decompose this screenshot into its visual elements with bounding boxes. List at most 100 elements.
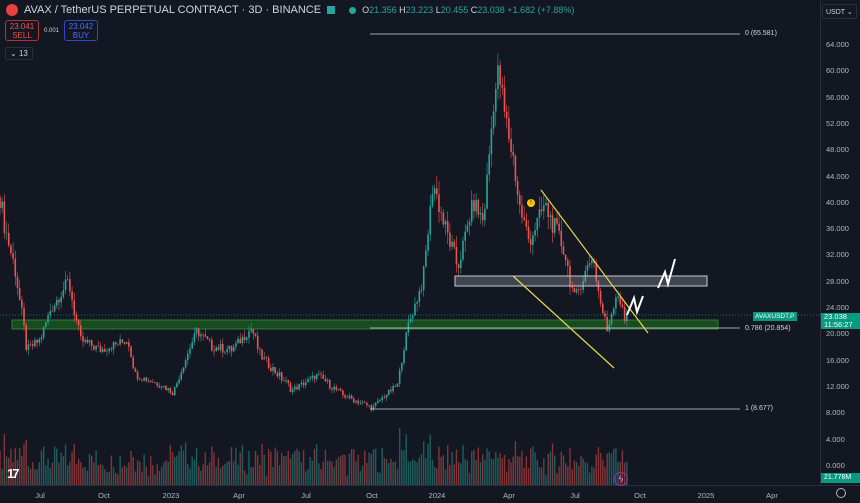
volume-bar [104,469,106,485]
candle [171,392,174,396]
volume-bar [75,464,78,485]
price-tick: 60.000 [826,66,849,76]
volume-bar [420,454,423,485]
settings-gear-icon[interactable] [836,488,846,498]
volume-bar [106,472,108,485]
spread: 0.001 [44,27,60,34]
candle [112,342,115,350]
candle [591,260,593,264]
candle [363,402,366,404]
price-tick: 16.000 [826,355,849,365]
resistance-zone[interactable] [454,275,708,287]
volume-bar [3,434,6,485]
wedge-lower-trendline[interactable] [512,275,615,369]
volume-bar [32,462,34,485]
indicators-toggle[interactable]: ⌄ 13 [5,47,33,60]
candle [335,386,338,390]
tradingview-logo[interactable]: 17 [7,466,20,481]
price-tick: 52.000 [826,118,849,128]
candle [224,351,226,353]
volume-bar [523,467,525,485]
time-tick: Apr [766,491,778,500]
candle [117,343,119,345]
volume-bar [64,444,67,485]
projection-squiggle-1[interactable] [626,294,644,316]
volume-bar [475,460,477,485]
volume-bar [613,448,615,485]
volume-bar [217,457,220,485]
volume-bar [115,472,117,485]
price-tick: 0.000 [826,460,845,470]
volume-bar [252,467,255,485]
volume-bar [313,449,316,485]
candle [619,296,622,305]
candle [47,315,49,323]
candle [551,215,554,233]
price-tick: 48.000 [826,145,849,155]
volume-bar [121,467,124,485]
candle [197,328,200,337]
volume-bar [427,443,429,485]
candle [540,209,543,212]
candle [429,205,432,235]
volume-bar [156,464,158,485]
volume-bar [296,448,298,485]
alert-marker-icon[interactable]: ! [527,199,535,207]
candle [442,212,445,225]
volume-bar [501,458,504,485]
volume-bar [169,444,172,485]
volume-bar [58,462,60,485]
volume-bar [433,467,436,485]
volume-bar [606,453,608,485]
candle [328,380,331,389]
volume-bar [73,444,75,485]
candle [261,349,263,360]
volume-bar [147,475,150,485]
candle [163,385,165,388]
volume-bar [300,462,303,485]
candle [27,344,30,350]
volume-bar [538,467,541,485]
sell-button[interactable]: 23.041 SELL [5,20,39,41]
candle [304,382,307,386]
candle [436,188,438,195]
volume-bar [516,455,519,485]
volume-bar [224,463,226,485]
candle [248,331,250,338]
time-tick: Jul [570,491,580,500]
wedge-upper-trendline[interactable] [540,189,649,334]
candle [311,375,314,378]
flag-icon[interactable] [327,6,336,14]
symbol-header[interactable]: AVAX / TetherUS PERPETUAL CONTRACT · 3D … [6,4,574,16]
candle [213,350,215,352]
candle [184,360,187,368]
candle [93,346,95,350]
candle [545,202,547,206]
volume-bar [198,466,200,485]
buy-button[interactable]: 23.042 BUY [64,20,99,41]
candle [383,397,386,398]
price-axis[interactable]: 64.000 60.000 56.000 52.000 48.000 44.000 40.0… [820,0,860,485]
volume-bar [366,462,368,485]
time-axis[interactable]: Jul Oct 2023 Apr Jul Oct 2024 Apr Jul Oct 2025 Apr [0,485,860,503]
volume-bar [549,451,552,485]
candle [51,311,54,312]
currency-dropdown[interactable]: USDT ⌄ [822,4,857,19]
volume-bar [503,455,506,485]
candle [256,335,259,349]
volume-bar [34,469,36,485]
volume-bar [512,456,514,485]
volume-bar [160,466,163,485]
lightning-icon[interactable]: ϟ [614,472,628,486]
candle [615,297,617,309]
volume-bar [62,456,65,485]
candle [418,291,421,302]
support-zone[interactable] [11,319,719,330]
projection-squiggle-2[interactable] [657,258,676,289]
symbol-title[interactable]: AVAX / TetherUS PERPETUAL CONTRACT · 3D … [24,4,322,16]
candle [464,231,466,241]
candle [66,279,69,280]
volume-bar [261,443,263,485]
candle [626,313,628,322]
